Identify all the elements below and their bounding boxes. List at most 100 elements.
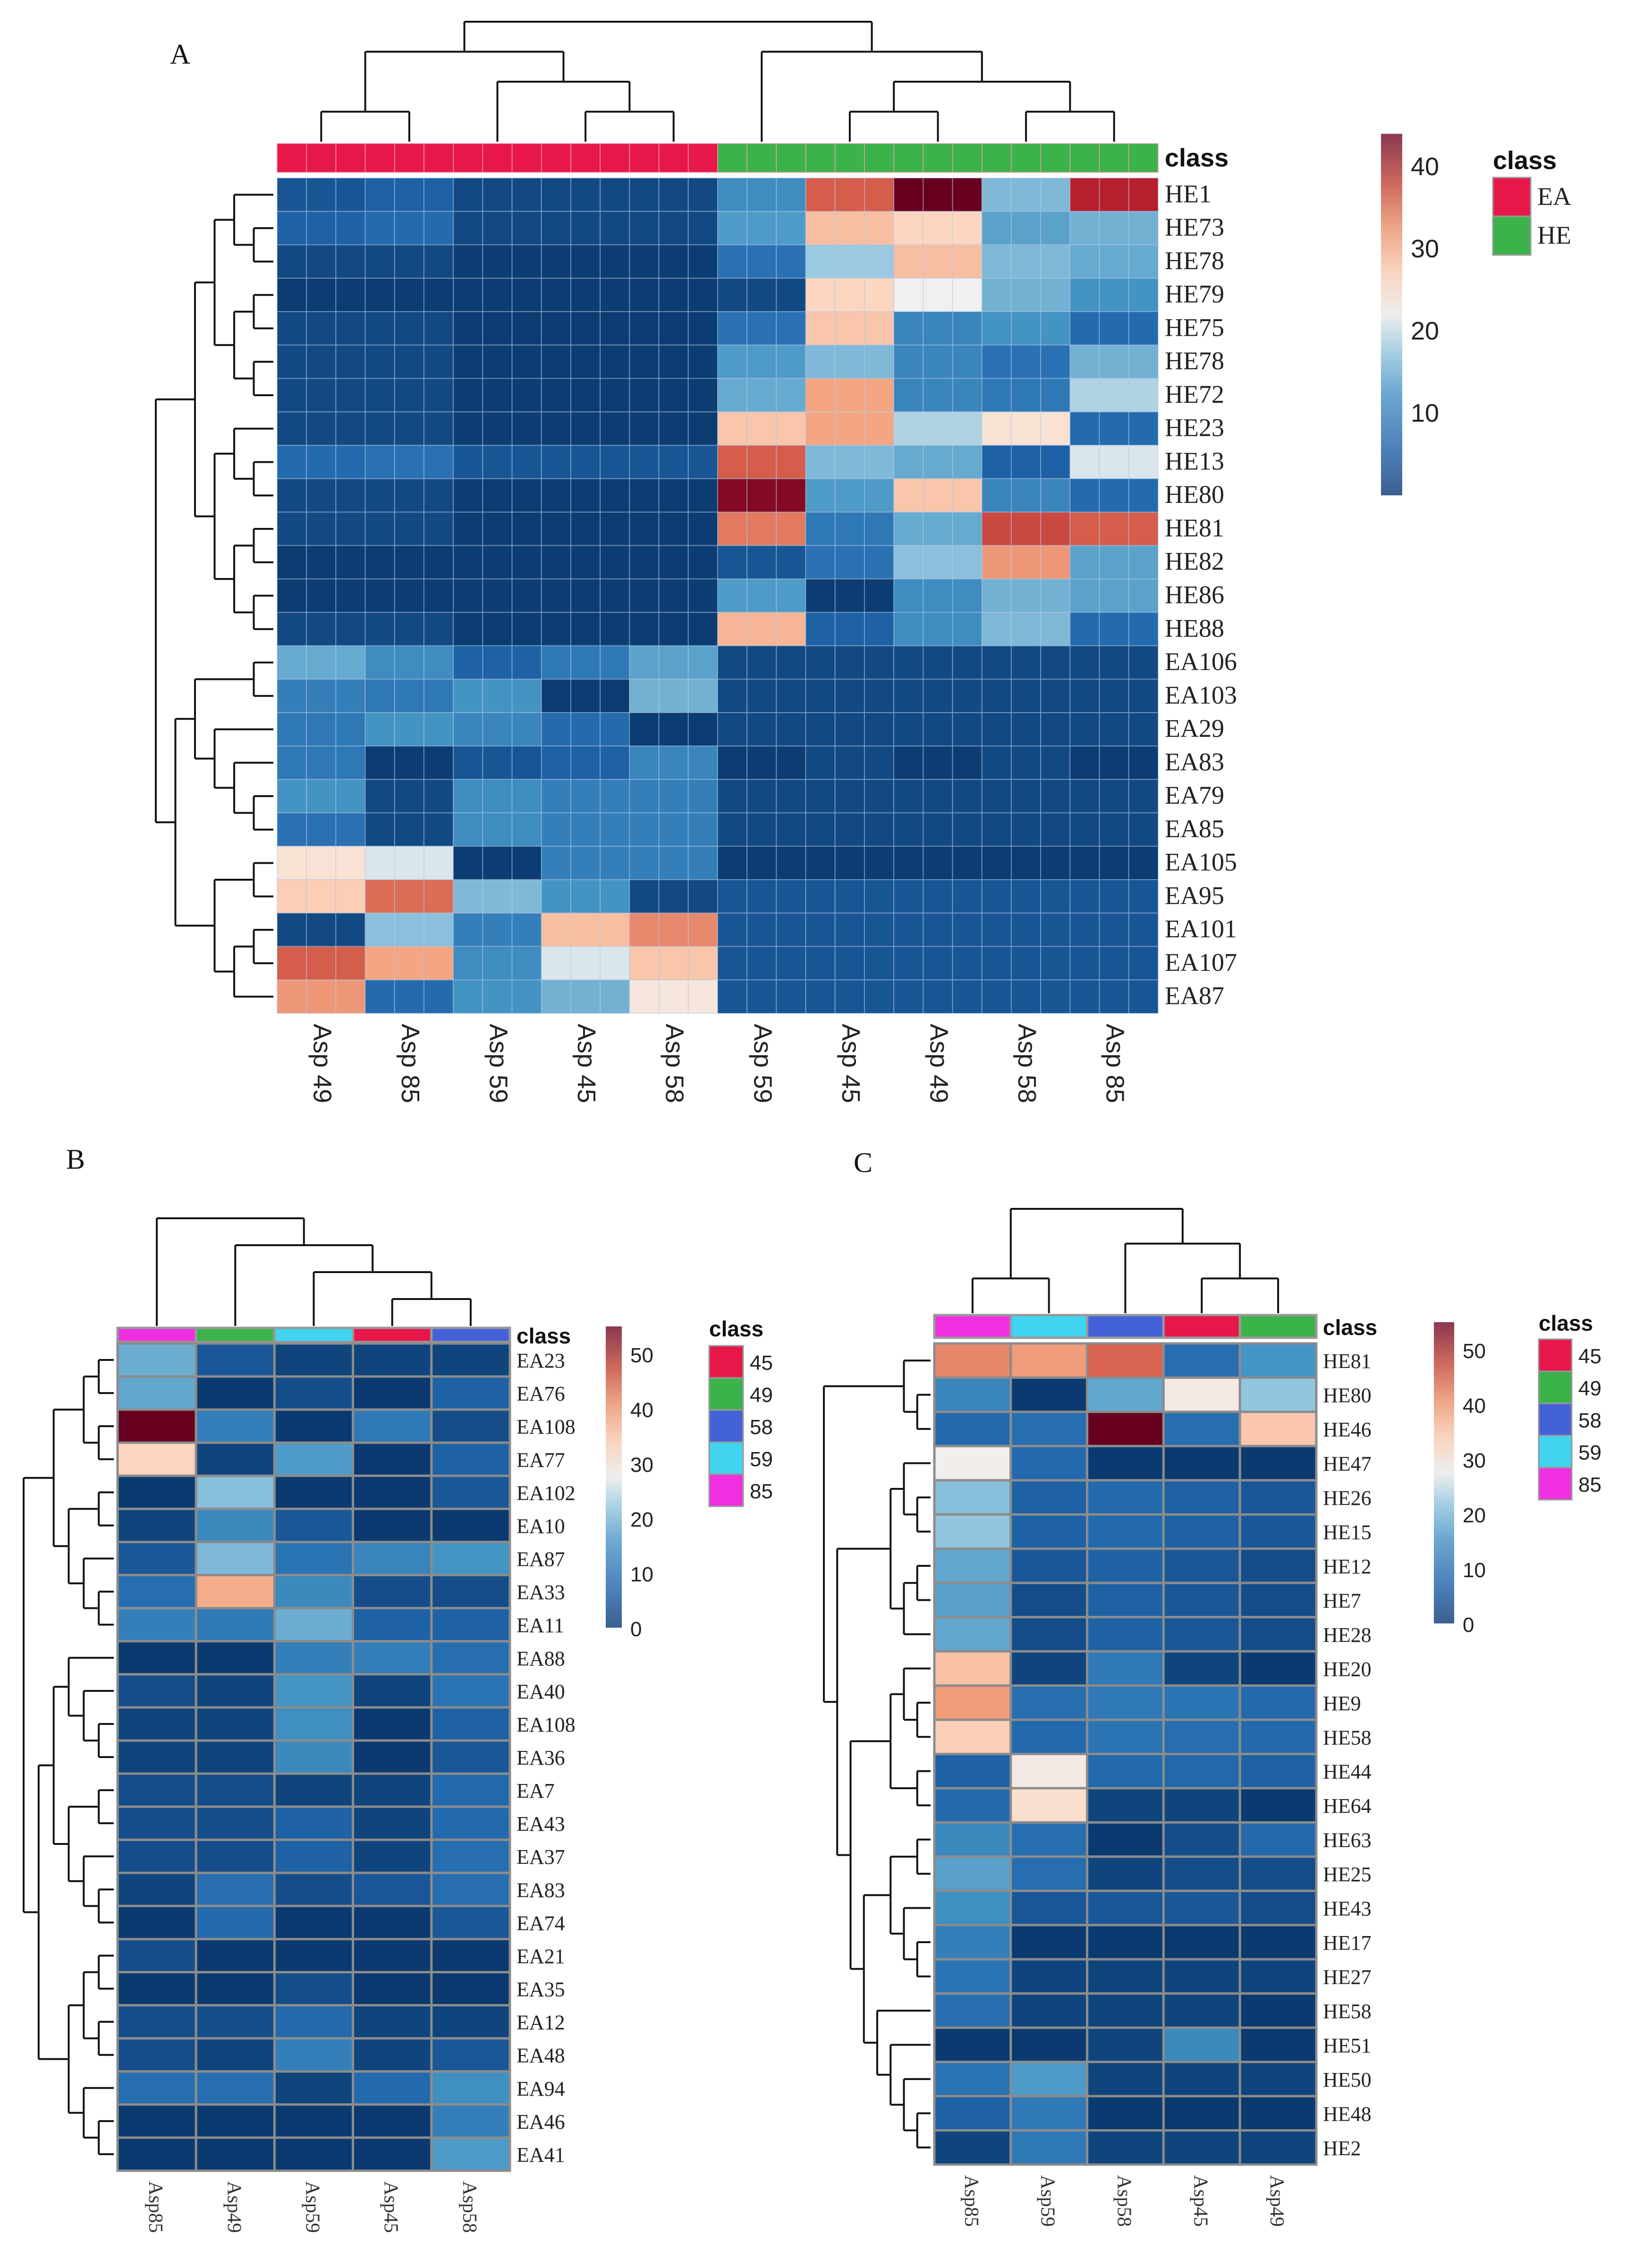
heatmap-cell	[893, 879, 924, 914]
heatmap-cell	[776, 612, 806, 646]
heatmap-cell	[933, 1889, 1012, 1927]
heatmap-cell	[335, 846, 366, 880]
heatmap-cell	[273, 2070, 355, 2106]
heatmap-cell	[277, 578, 307, 613]
heatmap-cell	[1040, 946, 1071, 981]
heatmap-cell	[933, 1924, 1012, 1961]
heatmap-cell	[1011, 445, 1042, 479]
heatmap-cell	[933, 1787, 1012, 1824]
heatmap-cell	[1099, 679, 1129, 714]
heatmap-cell	[687, 879, 719, 914]
heatmap-cell	[277, 612, 307, 646]
heatmap-cell	[776, 178, 806, 212]
heatmap-cell	[1009, 1581, 1089, 1619]
heatmap-cell	[834, 712, 865, 747]
heatmap-cell	[600, 411, 630, 446]
heatmap-cell	[717, 745, 748, 780]
heatmap-cell	[776, 344, 806, 379]
heatmap-cell	[717, 812, 748, 847]
heatmap-cell	[273, 1640, 355, 1676]
heatmap-cell	[1128, 378, 1159, 413]
heatmap-cell	[1069, 511, 1100, 546]
heatmap-cell	[394, 478, 424, 513]
heatmap-cell	[273, 1540, 355, 1577]
class-annotation-cell	[352, 1326, 433, 1343]
heatmap-cell	[805, 912, 836, 947]
colorbar-tick-label: 10	[1463, 1559, 1486, 1582]
heatmap-cell	[364, 545, 395, 580]
heatmap-cell	[1099, 712, 1129, 747]
heatmap-cell	[981, 745, 1012, 780]
row-label: EA36	[517, 1746, 565, 1769]
heatmap-cell	[658, 679, 689, 714]
heatmap-cell	[981, 645, 1012, 680]
heatmap-cell	[923, 511, 953, 546]
heatmap-cell	[600, 545, 630, 580]
heatmap-cell	[364, 946, 395, 981]
heatmap-cell	[430, 1342, 511, 1378]
heatmap-cell	[306, 344, 337, 379]
heatmap-cell	[306, 211, 337, 246]
heatmap-cell	[364, 445, 395, 479]
heatmap-cell	[658, 979, 689, 1014]
heatmap-cell	[717, 712, 748, 747]
heatmap-cell	[629, 411, 660, 446]
heatmap-cell	[482, 478, 513, 513]
heatmap-cell	[629, 244, 660, 279]
heatmap-cell	[430, 1937, 511, 1974]
row-label: EA77	[517, 1448, 565, 1471]
heatmap-cell	[805, 478, 836, 513]
heatmap-cell	[364, 178, 395, 212]
heatmap-cell	[981, 411, 1012, 446]
heatmap-cell	[717, 211, 748, 246]
heatmap-cell	[1069, 712, 1100, 747]
heatmap-cell	[364, 244, 395, 279]
legend-swatch	[708, 1441, 744, 1475]
heatmap-cell	[1162, 1684, 1241, 1721]
class-annotation-cell	[195, 1326, 276, 1343]
class-annotation-cell	[570, 143, 601, 173]
heatmap-cell	[981, 511, 1012, 546]
heatmap-cell	[981, 879, 1012, 914]
heatmap-cell	[629, 445, 660, 479]
heatmap-cell	[277, 946, 307, 981]
heatmap-cell	[746, 979, 777, 1014]
heatmap-cell	[116, 1474, 197, 1510]
row-label: HE12	[1323, 1555, 1372, 1578]
heatmap-cell	[1238, 1924, 1318, 1961]
colorbar-tick-label: 10	[630, 1563, 653, 1586]
heatmap-cell	[1009, 2026, 1089, 2064]
row-label: HE28	[1323, 1623, 1372, 1647]
row-label: HE78	[1165, 246, 1224, 275]
heatmap-cell	[1011, 378, 1042, 413]
heatmap-cell	[952, 745, 983, 780]
heatmap-cell	[629, 812, 660, 847]
heatmap-cell	[981, 311, 1012, 346]
column-label: Asp59	[1037, 2175, 1059, 2227]
heatmap-cell	[893, 378, 924, 413]
heatmap-cell	[1069, 211, 1100, 246]
heatmap-cell	[658, 745, 689, 780]
legend-label: HE	[1537, 221, 1571, 249]
row-label: HE44	[1323, 1760, 1372, 1784]
class-annotation-cell	[629, 143, 660, 173]
heatmap-cell	[541, 411, 572, 446]
heatmap-cell	[952, 378, 983, 413]
heatmap-cell	[864, 178, 895, 212]
heatmap-cell	[364, 812, 395, 847]
heatmap-cell	[776, 545, 806, 580]
heatmap-cell	[629, 178, 660, 212]
heatmap-cell	[394, 812, 424, 847]
row-label: HE86	[1165, 581, 1224, 609]
heatmap-cell	[1238, 1718, 1318, 1756]
heatmap-cell	[746, 712, 777, 747]
heatmap-cell	[482, 178, 513, 212]
heatmap-cell	[306, 411, 337, 446]
row-label: HE9	[1323, 1692, 1361, 1715]
heatmap-cell	[1040, 846, 1071, 880]
legend-label: 45	[1578, 1345, 1601, 1368]
row-label: HE23	[1165, 414, 1224, 442]
heatmap-cell	[511, 879, 542, 914]
heatmap-cell	[893, 712, 924, 747]
heatmap-cell	[352, 1772, 433, 1808]
